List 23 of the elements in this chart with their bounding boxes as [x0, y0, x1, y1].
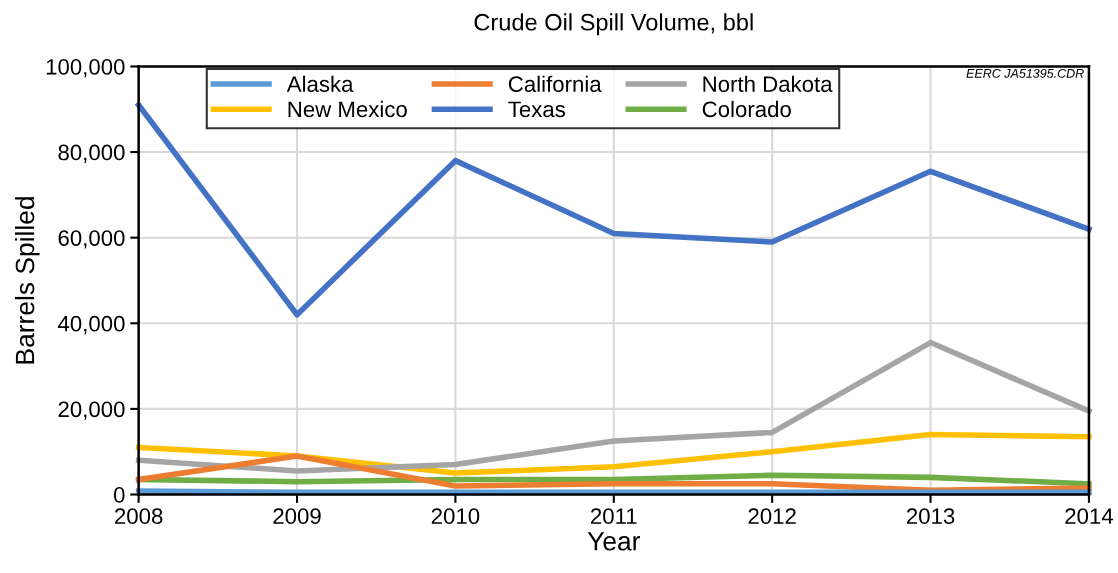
y-tick-label: 60,000	[58, 230, 125, 249]
y-tick-label: 100,000	[46, 59, 125, 78]
legend-label: California	[508, 75, 602, 93]
y-tick-label: 20,000	[58, 401, 125, 420]
legend-label: Alaska	[286, 75, 354, 93]
x-tick-label: 2012	[748, 508, 796, 525]
annotation: EERC JA51395.CDR	[966, 68, 1084, 78]
x-tick-label: 2013	[906, 508, 955, 525]
y-tick-label: 80,000	[58, 144, 125, 163]
x-tick-label: 2011	[591, 508, 637, 525]
x-tick-label: 2008	[115, 508, 163, 525]
x-tick-label: 2010	[431, 508, 480, 525]
legend-label: Texas	[508, 101, 566, 118]
chart-title: Crude Oil Spill Volume, bbl	[474, 13, 753, 36]
legend-label: Colorado	[702, 100, 791, 118]
x-axis-title: Year	[587, 532, 641, 551]
y-tick-label: 40,000	[57, 315, 125, 335]
legend-label: New Mexico	[288, 100, 407, 118]
y-tick-label: 0	[113, 487, 125, 503]
x-tick-label: 2009	[273, 508, 321, 525]
y-axis-title: Barrels Spilled	[14, 197, 40, 364]
x-tick-label: 2014	[1065, 508, 1113, 525]
legend-label: North Dakota	[703, 75, 833, 93]
